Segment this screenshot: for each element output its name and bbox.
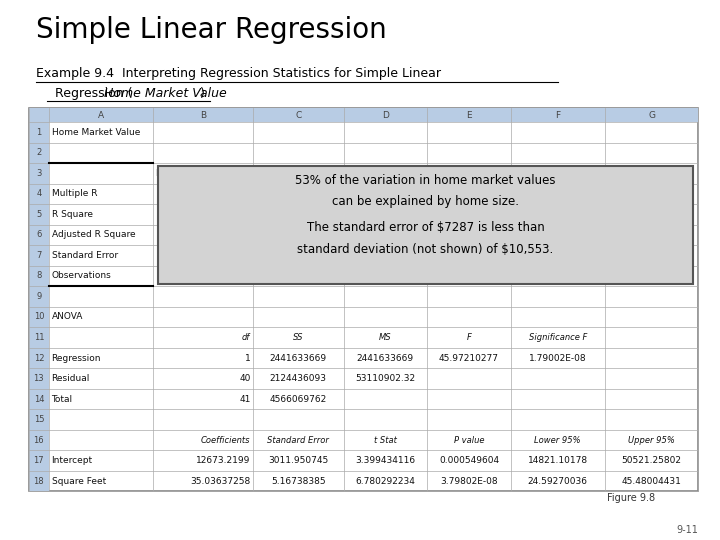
Text: Intercept: Intercept (52, 456, 93, 465)
Text: F: F (467, 333, 472, 342)
Text: MS: MS (379, 333, 392, 342)
Text: D: D (382, 111, 389, 119)
Text: 7207.722712: 7207.722712 (191, 251, 251, 260)
Text: 18: 18 (34, 477, 44, 485)
Text: 3.399434116: 3.399434116 (355, 456, 415, 465)
Text: E: E (467, 111, 472, 119)
Text: 3.79802E-08: 3.79802E-08 (440, 477, 498, 485)
Text: Coefficients: Coefficients (201, 436, 251, 444)
Text: ANOVA: ANOVA (52, 313, 83, 321)
Text: 45.48004431: 45.48004431 (621, 477, 681, 485)
Text: Upper 95%: Upper 95% (628, 436, 675, 444)
Text: 1: 1 (36, 128, 42, 137)
Text: Example 9.4  Interpreting Regression Statistics for Simple Linear: Example 9.4 Interpreting Regression Stat… (36, 68, 441, 80)
Text: 42: 42 (239, 272, 251, 280)
Text: 14: 14 (34, 395, 44, 403)
Text: 0.000549604: 0.000549604 (439, 456, 499, 465)
Text: P value: P value (454, 436, 485, 444)
Text: Standard Error: Standard Error (52, 251, 117, 260)
Text: 10: 10 (34, 313, 44, 321)
Text: Regression (: Regression ( (47, 87, 132, 100)
Text: SS: SS (293, 333, 304, 342)
Text: Square Feet: Square Feet (52, 477, 106, 485)
Bar (29, 108, 698, 122)
Text: t Stat: t Stat (374, 436, 397, 444)
Text: Home Market Value: Home Market Value (104, 87, 227, 100)
Text: 41: 41 (239, 395, 251, 403)
Text: 13: 13 (34, 374, 44, 383)
Text: 16: 16 (34, 436, 44, 444)
Text: Adjusted R Square: Adjusted R Square (52, 231, 135, 239)
Text: 6.780292234: 6.780292234 (356, 477, 415, 485)
Text: 3011.950745: 3011.950745 (268, 456, 328, 465)
Text: R Square: R Square (52, 210, 93, 219)
Text: 5.16738385: 5.16738385 (271, 477, 325, 485)
Text: 5: 5 (36, 210, 42, 219)
Text: 8: 8 (36, 272, 42, 280)
Text: 53% of the variation in home market values: 53% of the variation in home market valu… (295, 174, 556, 187)
Text: 1.79002E-08: 1.79002E-08 (529, 354, 587, 362)
Text: 2441633669: 2441633669 (270, 354, 327, 362)
Text: 2441633669: 2441633669 (357, 354, 414, 362)
Text: A: A (98, 111, 104, 119)
Text: 35.03637258: 35.03637258 (190, 477, 251, 485)
Text: 12: 12 (34, 354, 44, 362)
Text: 6: 6 (36, 231, 42, 239)
Text: can be explained by home size.: can be explained by home size. (332, 195, 519, 208)
Text: standard deviation (not shown) of $10,553.: standard deviation (not shown) of $10,55… (297, 243, 554, 256)
Text: F: F (555, 111, 560, 119)
Text: Observations: Observations (52, 272, 112, 280)
Text: 24.59270036: 24.59270036 (528, 477, 588, 485)
Text: 9: 9 (36, 292, 42, 301)
Text: Residual: Residual (52, 374, 90, 383)
Text: Lower 95%: Lower 95% (534, 436, 581, 444)
Text: Regression: Regression (52, 354, 101, 362)
Text: 9-11: 9-11 (677, 524, 698, 535)
Text: 0.731255223: 0.731255223 (190, 190, 251, 198)
Text: Total: Total (52, 395, 73, 403)
Text: 50521.25802: 50521.25802 (621, 456, 682, 465)
Text: 2: 2 (36, 148, 42, 157)
Text: 11: 11 (34, 333, 44, 342)
Text: 45.97210277: 45.97210277 (439, 354, 499, 362)
Text: 7: 7 (36, 251, 42, 260)
Text: df: df (242, 333, 251, 342)
Text: 17: 17 (34, 456, 44, 465)
Text: 0.523102557: 0.523102557 (190, 231, 251, 239)
Text: 15: 15 (34, 415, 44, 424)
Text: Home Market Value: Home Market Value (52, 128, 140, 137)
Text: 4: 4 (36, 190, 42, 198)
Text: Regression Statistics: Regression Statistics (156, 169, 251, 178)
Text: B: B (200, 111, 206, 119)
Text: Figure 9.8: Figure 9.8 (607, 493, 655, 503)
Text: 53110902.32: 53110902.32 (355, 374, 415, 383)
Text: 12673.2199: 12673.2199 (196, 456, 251, 465)
Text: G: G (648, 111, 655, 119)
Text: 1: 1 (245, 354, 251, 362)
Text: 0.534734202: 0.534734202 (191, 210, 251, 219)
Text: C: C (295, 111, 302, 119)
Text: Significance F: Significance F (528, 333, 587, 342)
Text: Simple Linear Regression: Simple Linear Regression (36, 16, 387, 44)
Bar (29, 108, 49, 491)
Text: 3: 3 (36, 169, 42, 178)
Text: 2124436093: 2124436093 (270, 374, 327, 383)
Text: The standard error of $7287 is less than: The standard error of $7287 is less than (307, 221, 544, 234)
Text: Multiple R: Multiple R (52, 190, 97, 198)
Text: 4566069762: 4566069762 (270, 395, 327, 403)
Text: 14821.10178: 14821.10178 (528, 456, 588, 465)
Text: 40: 40 (239, 374, 251, 383)
Text: Standard Error: Standard Error (267, 436, 329, 444)
Text: ): ) (200, 87, 205, 100)
